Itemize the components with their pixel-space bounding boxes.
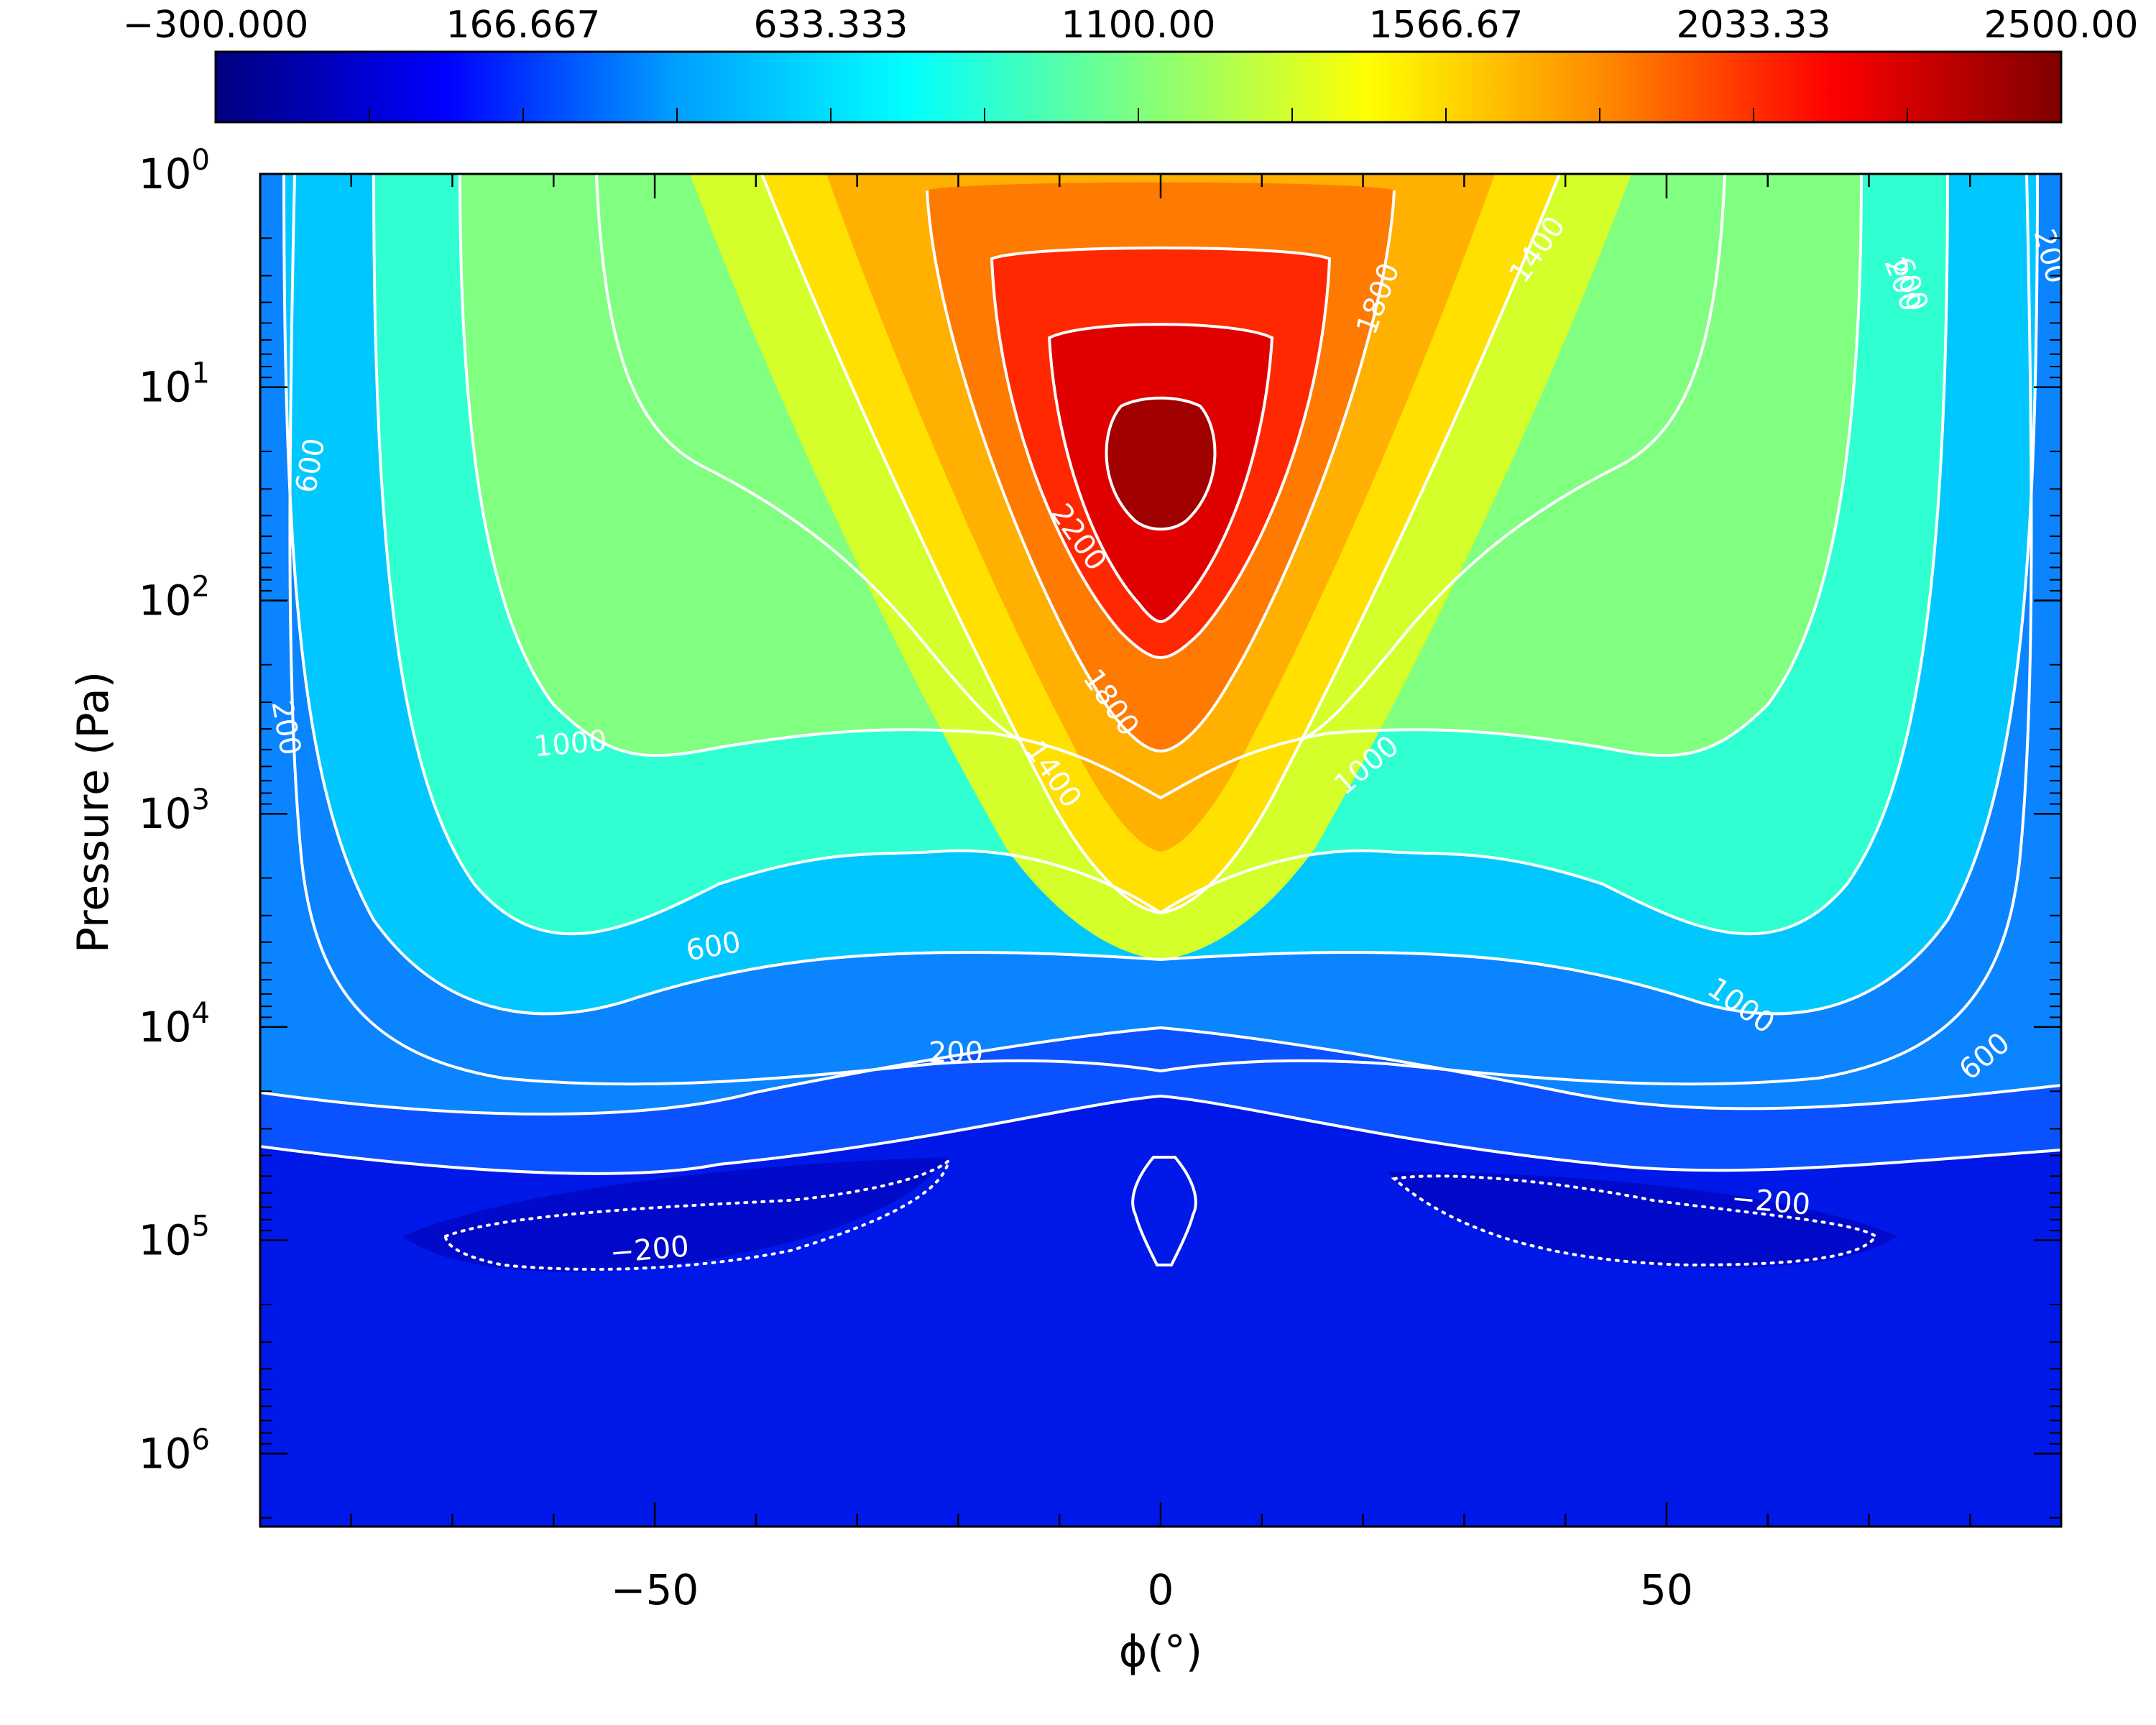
colorbar-labels: −300.000 166.667 633.333 1100.00 1566.67 2033… (123, 4, 2139, 47)
band-neg-left (402, 1157, 949, 1272)
contour-600-outer (282, 174, 2039, 1016)
contour-1400 (760, 174, 1561, 915)
colorbar-tick-label: 2033.33 (1676, 4, 1830, 47)
contour-equator-blob (1131, 1156, 1197, 1266)
band-neg-right (1387, 1172, 1897, 1268)
contour-label: −200 (1730, 1182, 1811, 1221)
x-tick-label: 50 (1640, 1565, 1693, 1614)
colorbar-tick-label: 633.333 (753, 4, 908, 47)
contour-neg200-right (1391, 1174, 1878, 1267)
contour-1000-left (595, 174, 1021, 742)
y-tick-label: 106 (139, 1423, 210, 1478)
y-axis-title: Pressure (Pa) (68, 671, 119, 953)
colorbar-tick-label: −300.000 (123, 4, 309, 47)
contour-1000-right (1300, 174, 1726, 742)
y-tick-label: 100 (139, 144, 210, 198)
colorbar-ticks (215, 108, 2062, 122)
colorbar-tick-label: 1100.00 (1061, 4, 1215, 47)
contour-200-base (260, 1094, 2061, 1175)
contour-lines (260, 174, 2061, 1271)
colorbar-tick-label: 2500.00 (1984, 4, 2138, 47)
colorbar-tick-label: 166.667 (446, 4, 600, 47)
contour-200 (288, 174, 2033, 1086)
y-tick-label: 102 (139, 570, 210, 625)
contour-peak (1105, 396, 1217, 531)
x-tick-label: −50 (611, 1565, 699, 1614)
colorbar: −300.000 166.667 633.333 1100.00 1566.67 2033… (123, 4, 2139, 124)
x-axis-ticks: −50 0 50 (350, 174, 1971, 1614)
y-tick-label: 103 (139, 783, 210, 838)
x-axis-title: ϕ(°) (1119, 1627, 1202, 1677)
contour-1800 (926, 190, 1396, 753)
temperature-bands (260, 174, 2061, 1272)
colorbar-tick-label: 1566.67 (1368, 4, 1523, 47)
y-tick-label: 105 (139, 1210, 210, 1265)
contour-label: 1000 (533, 724, 608, 764)
contour-label: 200 (929, 1036, 983, 1070)
contour-neg200-left (443, 1156, 952, 1271)
band-peak (1106, 397, 1215, 530)
x-tick-label: 0 (1148, 1565, 1174, 1614)
y-tick-label: 101 (139, 357, 210, 412)
contour-label: −200 (609, 1230, 690, 1269)
contour-2200 (1047, 323, 1274, 624)
contour-1000 (459, 174, 1863, 800)
y-tick-label: 104 (139, 997, 210, 1052)
contour-200-lower (260, 1026, 2061, 1116)
contour-2200-outer (990, 247, 1332, 660)
